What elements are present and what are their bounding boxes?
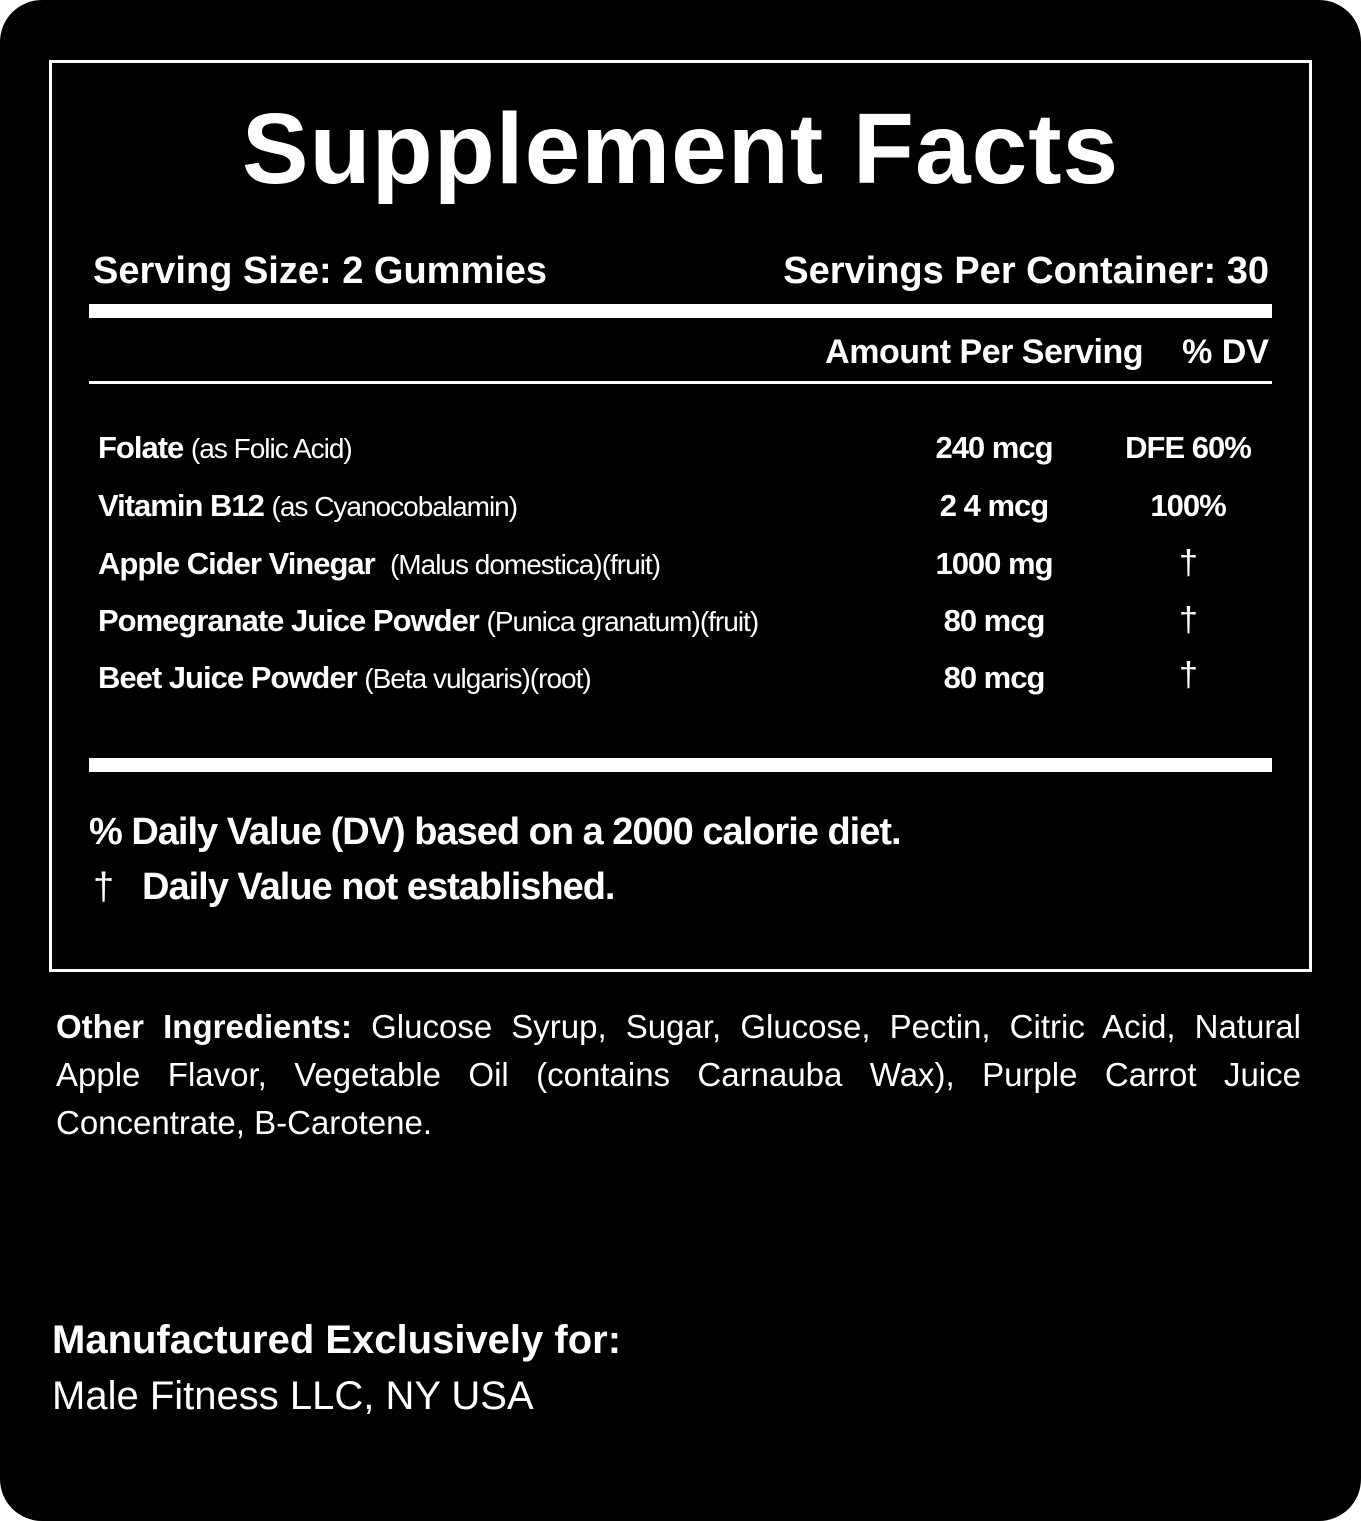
nutrient-dv: † xyxy=(1179,656,1198,694)
table-row: Folate (as Folic Acid) xyxy=(98,430,353,466)
nutrient-dv: † xyxy=(1179,544,1198,582)
nutrient-amount: 80 mcg xyxy=(943,660,1046,695)
nutrient-source: (Malus domestica)(fruit) xyxy=(389,549,661,580)
nutrient-amount: 240 mcg xyxy=(935,430,1053,465)
nutrient-amount: 1000 mg xyxy=(935,546,1053,581)
nutrient-name: Vitamin B12 xyxy=(98,488,265,523)
footnote-dv: % Daily Value (DV) based on a 2000 calor… xyxy=(89,811,902,853)
panel-title: Supplement Facts xyxy=(241,93,1120,205)
other-ingredients: Other Ingredients: Glucose Syrup, Sugar,… xyxy=(56,1003,1301,1147)
nutrient-dv: † xyxy=(1179,601,1198,639)
servings-per-container: Servings Per Container: 30 xyxy=(783,250,1269,292)
dagger-symbol: † xyxy=(93,866,114,908)
supplement-facts-panel xyxy=(49,60,1312,972)
thick-divider xyxy=(89,758,1272,772)
table-row: Apple Cider Vinegar (Malus domestica)(fr… xyxy=(98,546,661,582)
nutrient-name: Apple Cider Vinegar xyxy=(98,546,376,581)
nutrient-source: (as Cyanocobalamin) xyxy=(271,491,519,522)
amount-per-serving-header: Amount Per Serving xyxy=(825,333,1143,371)
nutrient-dv: DFE 60% xyxy=(1125,430,1252,465)
manufacturer: Male Fitness LLC, NY USA xyxy=(52,1374,534,1418)
thin-divider xyxy=(89,381,1272,384)
other-ingredients-label: Other Ingredients: xyxy=(56,1008,352,1045)
thick-divider xyxy=(89,304,1272,318)
nutrient-source: (Punica granatum)(fruit) xyxy=(486,606,760,637)
table-row: Beet Juice Powder (Beta vulgaris)(root) xyxy=(98,660,592,696)
nutrient-name: Beet Juice Powder xyxy=(98,660,358,695)
nutrient-name: Folate xyxy=(98,430,184,465)
serving-size: Serving Size: 2 Gummies xyxy=(93,250,548,292)
nutrient-amount: 2 4 mcg xyxy=(939,488,1049,523)
table-row: Vitamin B12 (as Cyanocobalamin) xyxy=(98,488,519,524)
nutrient-dv: 100% xyxy=(1150,488,1226,523)
nutrient-name: Pomegranate Juice Powder xyxy=(98,603,480,638)
manufactured-label: Manufactured Exclusively for: xyxy=(52,1318,622,1362)
dv-header: % DV xyxy=(1182,333,1269,371)
table-row: Pomegranate Juice Powder (Punica granatu… xyxy=(98,603,760,639)
nutrient-source: (Beta vulgaris)(root) xyxy=(364,663,591,694)
other-ingredients-text: Glucose Syrup, Sugar, Glucose, Pectin, C… xyxy=(56,1008,1301,1141)
footnote-dagger: Daily Value not established. xyxy=(142,866,615,908)
nutrient-source: (as Folic Acid) xyxy=(190,433,353,464)
nutrient-amount: 80 mcg xyxy=(943,603,1046,638)
